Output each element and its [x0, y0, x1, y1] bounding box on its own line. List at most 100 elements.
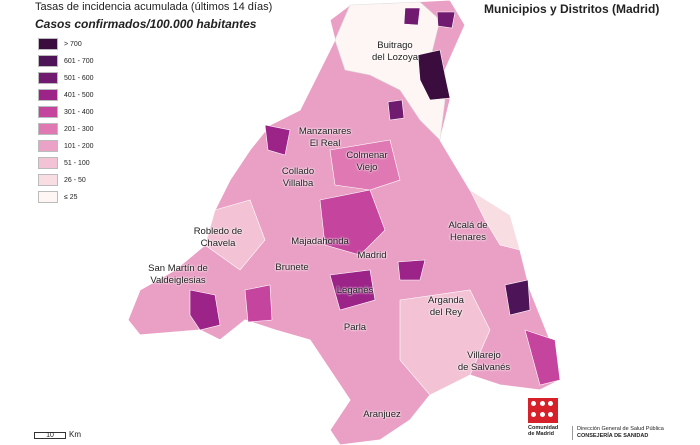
high-incidence-area — [264, 124, 291, 156]
logo-name-line: Comunidad — [528, 425, 559, 431]
high-incidence-area — [319, 189, 386, 256]
legend-swatch — [38, 106, 58, 118]
place-label: Aranjuez — [363, 409, 401, 421]
place-label-line: Manzanares — [298, 126, 352, 137]
place-label: Alcalá de Henares — [448, 220, 487, 244]
legend-swatch — [38, 191, 58, 203]
low-incidence-area — [204, 199, 266, 271]
department-line: CONSEJERÍA DE SANIDAD — [577, 433, 649, 439]
legend-swatch — [38, 174, 58, 186]
place-label-line: del Rey — [429, 307, 463, 318]
legend-item: 301 - 400 — [38, 104, 94, 120]
legend-label: 26 - 50 — [64, 176, 86, 184]
place-label-line: Collado — [281, 166, 315, 177]
place-label-line: Alcalá de — [448, 220, 488, 231]
place-label-line: Leganés — [336, 285, 374, 296]
legend-swatch — [38, 140, 58, 152]
legend-item: ≤ 25 — [38, 189, 94, 205]
logo-department: Dirección General de Salud Pública CONSE… — [572, 426, 664, 440]
scale: 10 Km — [34, 430, 81, 439]
high-incidence-area — [329, 269, 376, 311]
place-label-line: Villarejo — [467, 350, 501, 361]
place-label-line: Viejo — [356, 162, 378, 173]
high-incidence-area — [244, 284, 273, 323]
place-label: Madrid — [357, 250, 386, 262]
high-incidence-area — [403, 7, 421, 26]
place-label: Leganés — [337, 285, 373, 297]
place-label-line: Robledo de — [193, 226, 243, 237]
logo: Comunidad de Madrid Dirección General de… — [528, 398, 664, 440]
legend-item: 51 - 100 — [38, 155, 94, 171]
place-label-line: Valdeiglesias — [150, 275, 206, 286]
department-line: Dirección General de Salud Pública — [577, 426, 664, 432]
low-incidence-area — [334, 1, 446, 141]
place-label: Robledo de Chavela — [194, 226, 243, 250]
subtitle: Casos confirmados/100.000 habitantes — [35, 17, 257, 31]
high-incidence-area — [417, 49, 451, 101]
place-label-line: Madrid — [357, 250, 387, 261]
place-label: Collado Villalba — [282, 166, 314, 190]
legend-item: 601 - 700 — [38, 53, 94, 69]
place-label-line: Buitrago — [377, 40, 413, 51]
logo-name-line: de Madrid — [528, 431, 554, 437]
scale-value: 10 — [46, 432, 54, 439]
legend: > 700 601 - 700 501 - 600 401 - 500 301 - 40… — [38, 36, 94, 206]
place-label-line: Majadahonda — [291, 236, 349, 247]
legend-label: 51 - 100 — [64, 159, 90, 167]
scale-unit: Km — [69, 430, 81, 439]
place-label-line: Villalba — [282, 178, 314, 189]
legend-swatch — [38, 123, 58, 135]
place-label: Manzanares El Real — [299, 126, 351, 150]
legend-item: 501 - 600 — [38, 70, 94, 86]
legend-label: 301 - 400 — [64, 108, 94, 116]
legend-swatch — [38, 89, 58, 101]
scale-bar: 10 — [34, 432, 66, 439]
title: Tasas de incidencia acumulada (últimos 1… — [35, 1, 273, 13]
place-label: Brunete — [275, 262, 308, 274]
high-incidence-area — [436, 11, 456, 29]
legend-item: > 700 — [38, 36, 94, 52]
legend-label: > 700 — [64, 40, 82, 48]
place-label: Villarejo de Salvanés — [458, 350, 510, 374]
low-incidence-area — [469, 189, 521, 251]
place-label-line: Arganda — [428, 295, 464, 306]
place-label-line: Colmenar — [346, 150, 388, 161]
place-label: San Martín de Valdeiglesias — [148, 263, 208, 287]
high-incidence-area — [524, 329, 561, 386]
legend-label: 601 - 700 — [64, 57, 94, 65]
legend-item: 201 - 300 — [38, 121, 94, 137]
place-label-line: del Lozoya — [372, 52, 418, 63]
map-title: Municipios y Distritos (Madrid) — [484, 2, 660, 16]
legend-item: 26 - 50 — [38, 172, 94, 188]
place-label-line: Aranjuez — [363, 409, 401, 420]
place-label: Majadahonda — [291, 236, 349, 248]
legend-label: 101 - 200 — [64, 142, 94, 150]
legend-label: 201 - 300 — [64, 125, 94, 133]
legend-swatch — [38, 157, 58, 169]
legend-swatch — [38, 72, 58, 84]
legend-label: 501 - 600 — [64, 74, 94, 82]
place-label-line: Brunete — [275, 262, 309, 273]
legend-swatch — [38, 38, 58, 50]
high-incidence-area — [329, 139, 401, 191]
legend-label: ≤ 25 — [64, 193, 78, 201]
place-label-line: Chavela — [200, 238, 236, 249]
legend-item: 101 - 200 — [38, 138, 94, 154]
legend-label: 401 - 500 — [64, 91, 94, 99]
legend-swatch — [38, 55, 58, 67]
place-label: Arganda del Rey — [428, 295, 464, 319]
logo-mark — [528, 398, 558, 423]
place-label: Buitrago del Lozoya — [372, 40, 418, 64]
place-label-line: Henares — [450, 232, 486, 243]
high-incidence-area — [189, 289, 221, 331]
low-incidence-area — [399, 289, 491, 396]
place-label-line: San Martín de — [148, 263, 208, 274]
legend-item: 401 - 500 — [38, 87, 94, 103]
place-label-line: de Salvanés — [457, 362, 511, 373]
logo-name: Comunidad de Madrid — [528, 425, 564, 437]
high-incidence-area — [387, 99, 405, 121]
high-incidence-area — [397, 259, 426, 281]
place-label-line: Parla — [343, 322, 367, 333]
